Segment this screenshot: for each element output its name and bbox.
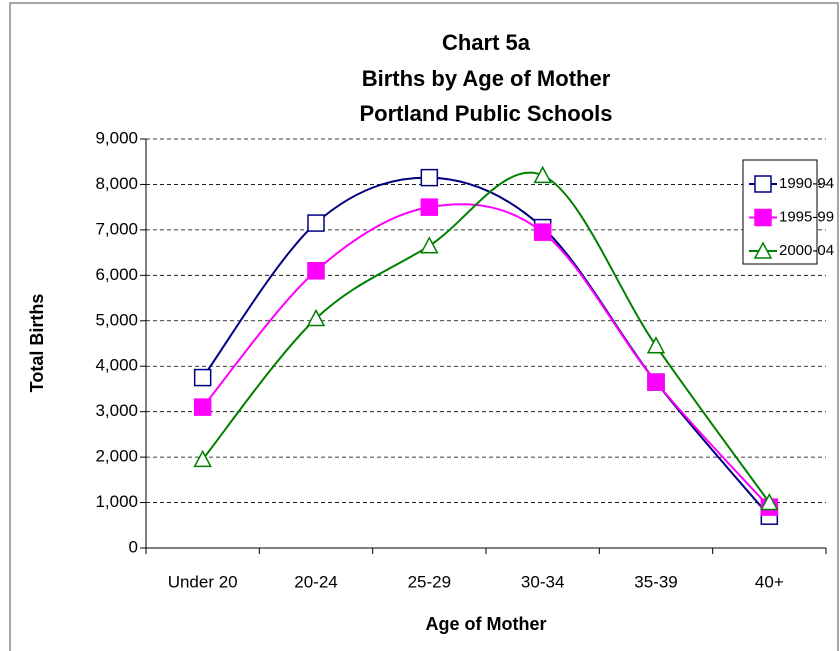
legend-label: 1990-94 [779,175,834,192]
legend-label: 1995-99 [779,208,834,225]
legend-marker [753,241,773,259]
y-tick-label: 4,000 [95,356,138,375]
y-tick-label: 6,000 [95,265,138,284]
chart-title: Chart 5a [442,30,531,55]
marker [307,262,325,280]
y-tick-label: 0 [129,537,138,556]
series-line [201,203,771,508]
y-tick-label: 8,000 [95,174,138,193]
marker [420,236,439,254]
y-tick-label: 1,000 [95,492,138,511]
marker [420,198,439,216]
legend-label: 2000-04 [779,242,834,259]
y-tick-label: 9,000 [95,128,138,147]
y-tick-label: 5,000 [95,310,138,329]
marker [420,168,439,187]
x-tick-label: Under 20 [168,572,238,591]
chart-title: Births by Age of Mother [362,66,611,91]
marker [193,398,212,416]
y-tick-label: 3,000 [95,401,138,420]
x-tick-label: 20-24 [294,572,337,591]
legend-marker [754,208,772,227]
series-line [201,171,771,504]
marker [193,368,212,387]
marker [306,308,326,327]
marker [647,373,665,391]
x-tick-label: 40+ [755,572,784,591]
x-tick-label: 35-39 [634,572,677,591]
y-tick-label: 2,000 [95,447,138,466]
marker [646,336,666,354]
x-tick-label: 30-34 [521,572,564,591]
chart-frame [9,2,839,651]
marker [193,449,212,468]
x-axis-title: Age of Mother [426,614,547,634]
chart-title: Portland Public Schools [359,101,612,126]
y-axis-title: Total Births [27,294,47,393]
marker [307,214,325,232]
x-tick-label: 25-29 [408,572,451,591]
marker [533,223,552,241]
marker [533,165,552,184]
legend-marker [754,175,772,193]
y-tick-label: 7,000 [95,219,138,238]
marker [760,492,779,511]
